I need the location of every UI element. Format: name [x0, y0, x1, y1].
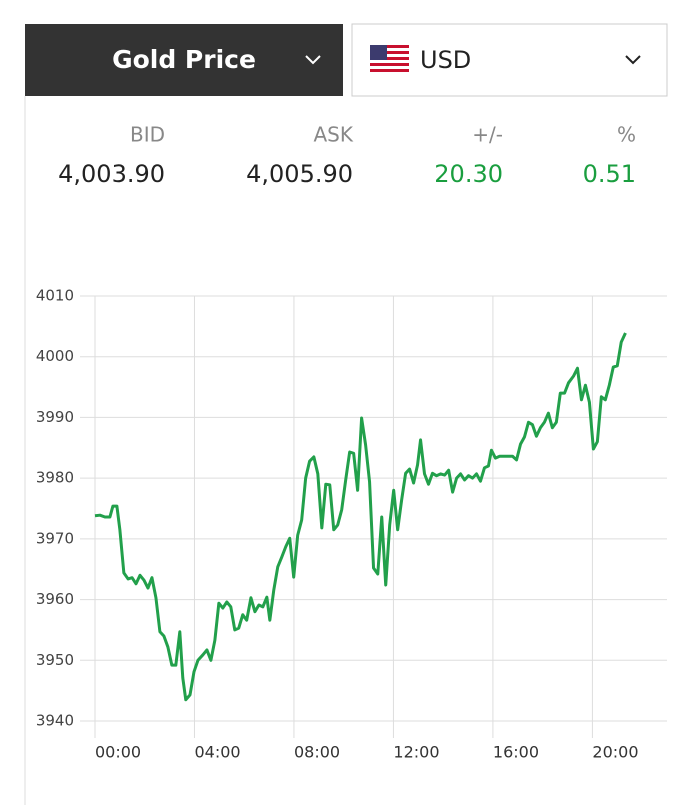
- chevron: [625, 55, 641, 65]
- x-tick-label: 08:00: [294, 743, 340, 762]
- y-tick-label: 3960: [36, 590, 74, 608]
- y-tick-label: 3970: [36, 529, 74, 547]
- y-tick-label: 4000: [36, 347, 74, 365]
- quote-value: 20.30: [434, 160, 503, 188]
- quote-value: 4,003.90: [58, 160, 165, 188]
- currency-dropdown[interactable]: USD: [351, 23, 668, 97]
- y-tick-label: 3940: [36, 712, 74, 730]
- quote-label: BID: [130, 123, 165, 147]
- quote-label: %: [617, 123, 636, 147]
- dropdown-bg: [25, 24, 343, 96]
- dropdown-label: Gold Price: [112, 45, 256, 74]
- price-line: [94, 332, 627, 702]
- x-tick-label: 04:00: [194, 743, 240, 762]
- metal-dropdown[interactable]: Gold Price: [25, 24, 343, 96]
- x-tick-label: 00:00: [95, 743, 141, 762]
- x-tick-label: 20:00: [592, 743, 638, 762]
- x-tick-label: 12:00: [393, 743, 439, 762]
- quote-label: +/-: [472, 123, 503, 147]
- y-tick-label: 3950: [36, 651, 74, 669]
- x-tick-label: 16:00: [493, 743, 539, 762]
- quote-value: 4,005.90: [246, 160, 353, 188]
- chart: 3940 3950 3960 3970 3980 3990 4000 4010 00:00 04:…: [36, 287, 667, 762]
- dropdown-label: USD: [420, 46, 471, 74]
- y-tick-label: 3990: [36, 408, 74, 426]
- us-flag: [370, 45, 409, 72]
- quote-label: ASK: [314, 123, 354, 147]
- chevron: [305, 55, 321, 65]
- y-tick-label: 3980: [36, 469, 74, 487]
- quote: BID 4,003.90 ASK 4,005.90 +/- 20.30% 0.51: [58, 123, 636, 189]
- y-tick-label: 4010: [36, 287, 74, 305]
- quote-value: 0.51: [583, 160, 636, 188]
